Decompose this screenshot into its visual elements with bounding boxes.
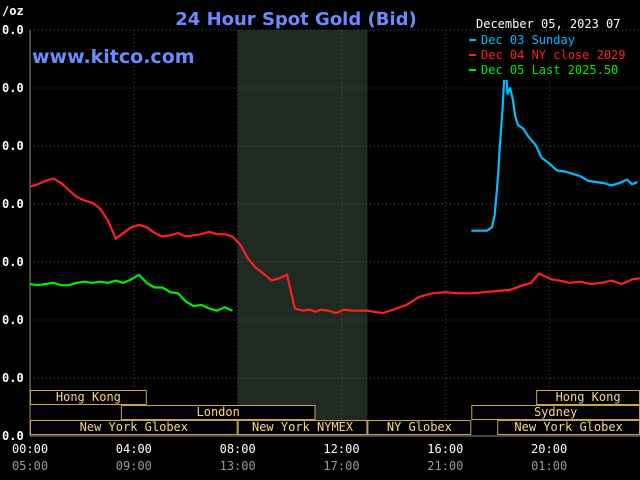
x-tick-label-secondary: 13:00 (220, 459, 256, 473)
y-unit-label: /oz (2, 4, 24, 18)
legend-background (462, 32, 640, 80)
price-series (29, 63, 640, 315)
session-bar (30, 420, 238, 435)
session-bar (237, 420, 368, 435)
y-axis: 0.0 0.0 0.0 0.0 0.0 0.0 0.0 0.0 (2, 23, 24, 443)
session-label: Hong Kong (56, 390, 121, 404)
y-tick-label: 0.0 (2, 197, 24, 211)
session-label: New York NYMEX (252, 420, 354, 434)
chart-title: 24 Hour Spot Gold (Bid) (175, 9, 416, 30)
brand-watermark: www.kitco.com (32, 46, 195, 68)
y-tick-label: 0.0 (2, 429, 24, 443)
session-label: New York Globex (80, 420, 188, 434)
session-bar (30, 390, 147, 405)
grid-lines (29, 29, 640, 437)
x-tick-label: 08:00 (220, 442, 256, 456)
nymex-session-shade (237, 30, 368, 436)
x-tick-label: 00:00 (12, 442, 48, 456)
legend-item: Dec 03 Sunday (481, 33, 575, 47)
x-tick-label-secondary: 05:00 (12, 459, 48, 473)
session-label: Sydney (534, 405, 577, 419)
legend-item: Dec 04 NY close 2029 (481, 48, 626, 62)
x-tick-label-secondary: 01:00 (531, 459, 567, 473)
legend-item: Dec 05 Last 2025.50 (481, 63, 618, 77)
session-label: London (197, 405, 240, 419)
series-line (29, 273, 233, 312)
x-tick-label-secondary: 09:00 (116, 459, 152, 473)
date-stamp: December 05, 2023 07 (476, 17, 621, 31)
x-tick-label-secondary: 21:00 (427, 459, 463, 473)
x-tick-label: 16:00 (427, 442, 463, 456)
session-bar (120, 405, 316, 420)
y-tick-label: 0.0 (2, 139, 24, 153)
x-tick-label: 12:00 (323, 442, 359, 456)
x-tick-label-secondary: 17:00 (323, 459, 359, 473)
y-tick-label: 0.0 (2, 313, 24, 327)
series-line (471, 63, 638, 232)
y-tick-label: 0.0 (2, 81, 24, 95)
x-axis: 00:00 05:00 04:00 09:00 08:00 13:00 12:00 17:00… (12, 442, 567, 473)
session-label: Hong Kong (556, 390, 621, 404)
series-line (29, 177, 640, 315)
session-label: New York Globex (514, 420, 622, 434)
y-tick-label: 0.0 (2, 255, 24, 269)
x-tick-label: 20:00 (531, 442, 567, 456)
y-tick-label: 0.0 (2, 23, 24, 37)
session-bar (367, 420, 472, 435)
session-label: NY Globex (387, 420, 452, 434)
x-tick-label: 04:00 (116, 442, 152, 456)
y-tick-label: 0.0 (2, 371, 24, 385)
